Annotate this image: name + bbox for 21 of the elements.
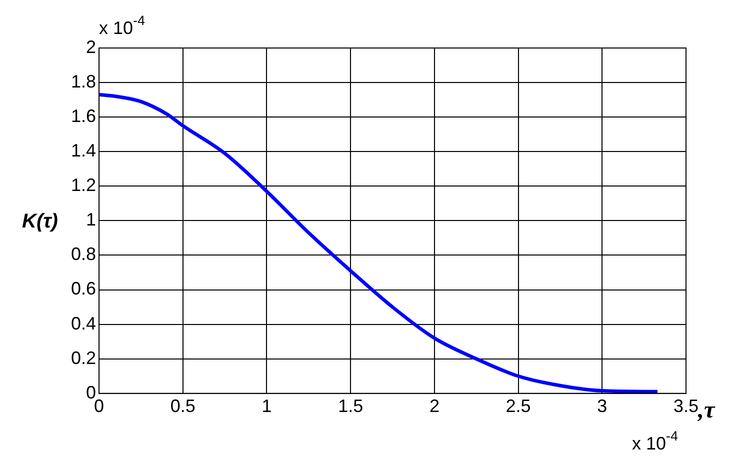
x-tick-label: 0.5: [170, 396, 196, 416]
y-tick-label: 0.2: [70, 348, 96, 368]
y-tick-label: 0.8: [70, 244, 96, 264]
x-tick-label: 2: [429, 396, 440, 416]
y-tick-label: 1.2: [70, 175, 96, 196]
x-tick-label: 3: [597, 396, 608, 416]
x-tick-label: 2.5: [506, 396, 531, 416]
y-tick-label: 0.4: [70, 313, 96, 334]
x-tick-label: 1: [262, 396, 272, 416]
x-axis-title: ,τ: [697, 397, 716, 424]
y-tick-label: 1.8: [70, 72, 96, 92]
y-tick-label: 0.6: [70, 278, 96, 299]
x-tick-label: 3.5: [673, 396, 699, 416]
line-series: [99, 92, 660, 394]
x-tick-label: 1.5: [338, 396, 364, 416]
y-axis-title: K(τ): [22, 210, 58, 233]
y-tick-label: 1.6: [70, 106, 96, 126]
y-tick-label: 0: [86, 382, 96, 402]
y-tick-label: 1: [86, 210, 96, 230]
y-tick-label: 1.4: [70, 140, 96, 161]
y-tick-label: 2: [86, 36, 96, 57]
